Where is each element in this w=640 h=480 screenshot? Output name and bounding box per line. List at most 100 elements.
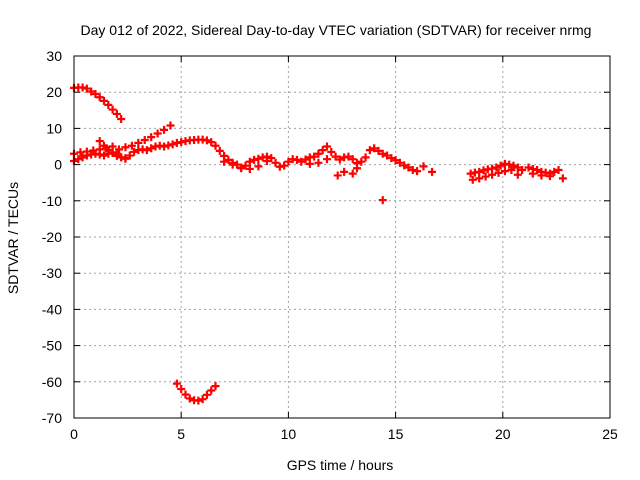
data-point — [292, 155, 301, 164]
y-tick-label: 10 — [46, 120, 62, 136]
data-point — [428, 167, 437, 176]
data-point — [115, 145, 124, 154]
data-point — [153, 129, 162, 138]
data-point — [361, 153, 370, 162]
data-point — [172, 379, 181, 388]
data-point — [202, 136, 211, 145]
data-point — [344, 152, 353, 161]
data-point — [507, 166, 516, 175]
data-point — [340, 167, 349, 176]
data-point — [95, 93, 104, 102]
data-point — [378, 149, 387, 158]
data-point — [262, 156, 271, 165]
data-point — [280, 161, 289, 170]
data-point — [127, 141, 136, 150]
data-point — [468, 175, 477, 184]
data-point — [404, 163, 413, 172]
x-tick-label: 25 — [602, 426, 618, 442]
data-point — [87, 87, 96, 96]
data-point — [121, 154, 130, 163]
data-point — [207, 386, 216, 395]
y-axis-label: SDTVAR / TECUs — [5, 182, 21, 294]
data-point — [419, 162, 428, 171]
data-point — [177, 385, 186, 394]
data-point — [475, 174, 484, 183]
data-point — [181, 390, 190, 399]
data-point — [245, 164, 254, 173]
data-point — [147, 144, 156, 153]
data-point — [357, 157, 366, 166]
data-point — [95, 137, 104, 146]
y-tick-label: -10 — [42, 193, 62, 209]
data-point — [224, 155, 233, 164]
data-point — [245, 157, 254, 166]
data-point — [524, 163, 533, 172]
y-tick-label: 20 — [46, 84, 62, 100]
data-point — [518, 166, 527, 175]
data-point — [513, 163, 522, 172]
data-point — [333, 171, 342, 180]
data-point — [125, 151, 134, 160]
data-point — [554, 166, 563, 175]
data-point — [528, 169, 537, 178]
y-tick-label: 30 — [46, 48, 62, 64]
data-point — [558, 174, 567, 183]
data-point — [237, 164, 246, 173]
data-point — [198, 395, 207, 404]
data-point — [395, 158, 404, 167]
data-point — [74, 155, 83, 164]
y-tick-label: -40 — [42, 301, 62, 317]
data-point — [331, 152, 340, 161]
data-point — [100, 141, 109, 150]
data-point — [134, 138, 143, 147]
chart-title: Day 012 of 2022, Sidereal Day-to-day VTE… — [81, 22, 592, 38]
data-point — [117, 153, 126, 162]
data-point — [228, 160, 237, 169]
x-axis-label: GPS time / hours — [287, 457, 394, 473]
data-point — [301, 155, 310, 164]
data-point — [112, 109, 121, 118]
data-point — [513, 170, 522, 179]
grid-lines — [74, 56, 610, 418]
data-point — [496, 161, 505, 170]
data-point — [494, 168, 503, 177]
data-point — [488, 170, 497, 179]
axis-ticks: 0 5 10 15 20 25 -70 -60 -50 -40 -30 -20 -10 0 10 20 30 — [42, 48, 618, 442]
data-point — [533, 166, 542, 175]
data-point — [220, 157, 229, 166]
data-point — [215, 146, 224, 155]
x-tick-label: 0 — [70, 426, 78, 442]
data-point — [104, 146, 113, 155]
x-tick-label: 20 — [495, 426, 511, 442]
data-point — [267, 154, 276, 163]
y-tick-label: -50 — [42, 338, 62, 354]
x-tick-label: 10 — [281, 426, 297, 442]
data-point — [271, 158, 280, 167]
data-point — [310, 152, 319, 161]
data-point — [545, 172, 554, 181]
data-point — [185, 394, 194, 403]
data-point — [112, 151, 121, 160]
data-point — [387, 154, 396, 163]
data-point — [353, 164, 362, 173]
data-point — [211, 382, 220, 391]
data-point — [314, 158, 323, 167]
data-point — [314, 149, 323, 158]
data-point — [202, 390, 211, 399]
data-point — [383, 151, 392, 160]
data-point — [108, 149, 117, 158]
data-point — [322, 155, 331, 164]
y-tick-label: -60 — [42, 374, 62, 390]
data-point — [509, 161, 518, 170]
data-point — [104, 100, 113, 109]
data-point — [82, 84, 91, 93]
data-point — [305, 159, 314, 168]
y-tick-label: -20 — [42, 229, 62, 245]
x-tick-label: 5 — [177, 426, 185, 442]
data-point — [130, 147, 139, 156]
data-point — [168, 140, 177, 149]
data-point — [241, 161, 250, 170]
data-point — [322, 142, 331, 151]
